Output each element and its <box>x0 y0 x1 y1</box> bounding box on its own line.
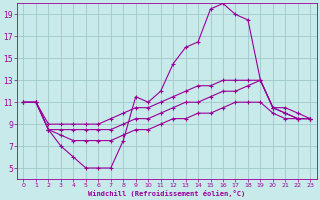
X-axis label: Windchill (Refroidissement éolien,°C): Windchill (Refroidissement éolien,°C) <box>88 190 245 197</box>
